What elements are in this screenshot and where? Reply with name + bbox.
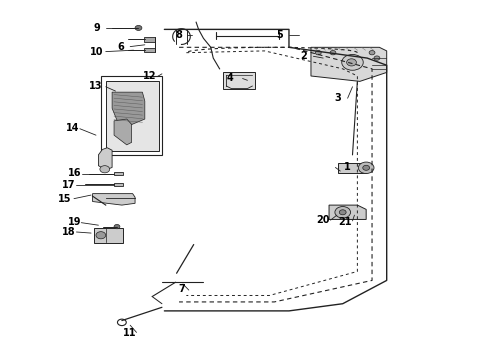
Circle shape (114, 225, 120, 229)
Polygon shape (329, 205, 366, 220)
Text: 13: 13 (89, 81, 103, 91)
Bar (223, 72, 255, 89)
Polygon shape (311, 47, 387, 81)
Circle shape (339, 210, 346, 215)
Text: 11: 11 (123, 328, 137, 338)
Text: 18: 18 (62, 227, 76, 237)
Text: 20: 20 (317, 215, 330, 225)
Circle shape (316, 50, 321, 55)
Text: 1: 1 (344, 162, 351, 172)
Text: 12: 12 (143, 71, 156, 81)
Text: 14: 14 (66, 123, 80, 133)
Text: 9: 9 (93, 23, 100, 33)
Polygon shape (114, 119, 132, 145)
Text: 8: 8 (175, 30, 182, 40)
Text: 16: 16 (68, 168, 82, 178)
Text: 21: 21 (339, 217, 352, 226)
Bar (114, 183, 123, 186)
Bar (101, 76, 162, 155)
Bar (144, 37, 155, 41)
Circle shape (358, 162, 374, 174)
Text: 17: 17 (62, 180, 76, 190)
Circle shape (363, 165, 369, 170)
Text: 3: 3 (335, 93, 341, 103)
Circle shape (346, 59, 356, 66)
Circle shape (369, 50, 375, 55)
Text: 4: 4 (227, 73, 234, 83)
Circle shape (100, 166, 110, 173)
Circle shape (342, 54, 363, 70)
Circle shape (335, 207, 350, 218)
Text: 19: 19 (68, 217, 82, 227)
Text: 15: 15 (57, 194, 71, 204)
Circle shape (374, 56, 380, 60)
Polygon shape (98, 148, 112, 170)
Text: 2: 2 (300, 51, 307, 61)
Text: 10: 10 (90, 46, 103, 57)
Text: 7: 7 (178, 284, 185, 294)
Circle shape (330, 50, 336, 55)
Bar (144, 48, 155, 52)
Bar (106, 81, 159, 151)
Bar (114, 172, 123, 175)
Polygon shape (93, 194, 135, 205)
Text: 5: 5 (276, 30, 283, 40)
Bar (338, 163, 366, 173)
Bar (94, 228, 123, 243)
Polygon shape (112, 92, 145, 126)
Text: 6: 6 (117, 42, 124, 51)
Circle shape (96, 231, 106, 239)
Circle shape (135, 26, 142, 31)
